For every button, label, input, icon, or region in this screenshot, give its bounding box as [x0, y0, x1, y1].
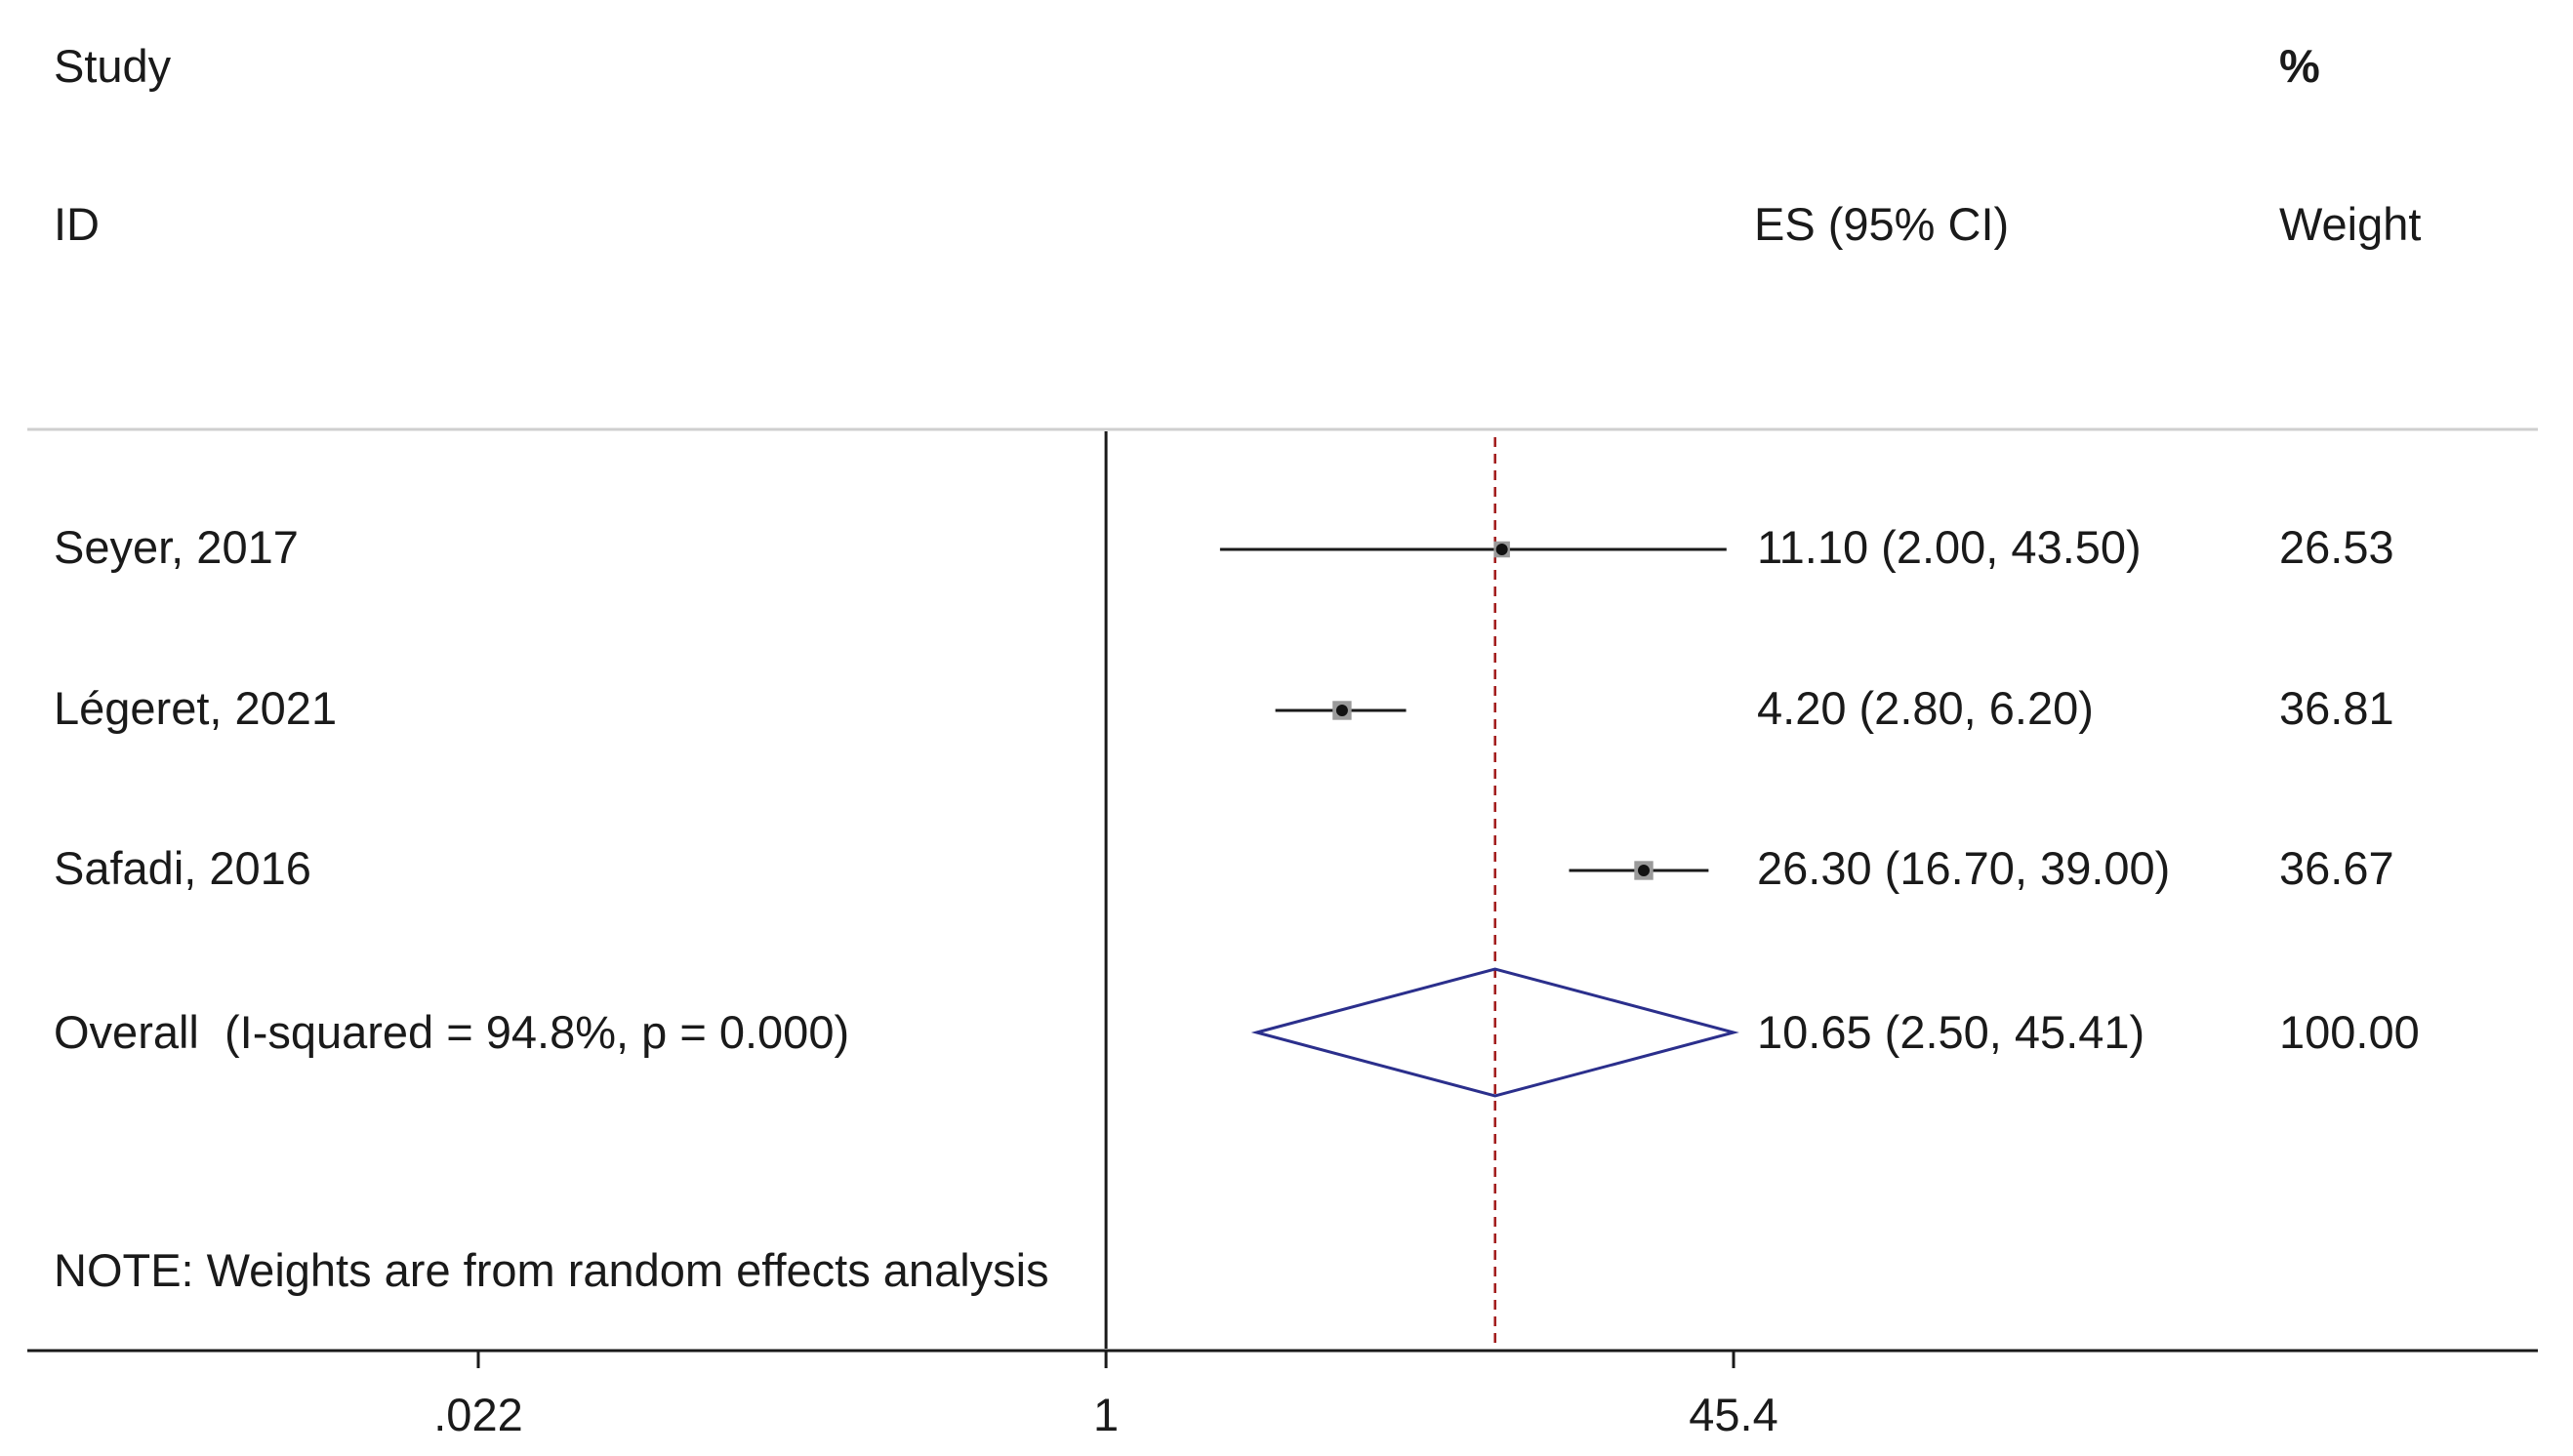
study-weight-text: 26.53 [2279, 521, 2394, 573]
overall-diamond [1250, 967, 1739, 1098]
study-weight-text: 36.81 [2279, 682, 2394, 734]
study-row: Safadi, 2016 26.30 (16.70, 39.00) 36.67 [54, 842, 2394, 894]
point-estimate [1638, 865, 1651, 876]
x-axis-ticks: .022 1 45.4 [433, 1351, 1778, 1440]
point-estimate [1335, 705, 1348, 716]
header-weight: Weight [2279, 198, 2421, 250]
study-row: Légeret, 2021 4.20 (2.80, 6.20) 36.81 [54, 682, 2394, 734]
point-estimate [1495, 544, 1508, 555]
x-tick-label: .022 [433, 1389, 522, 1440]
overall-label: Overall (I-squared = 94.8%, p = 0.000) [54, 1006, 849, 1058]
plot-marks [1219, 541, 1739, 1098]
header-es: ES (95% CI) [1754, 198, 2009, 250]
header-percent: % [2279, 40, 2320, 92]
study-row: Seyer, 2017 11.10 (2.00, 43.50) 26.53 [54, 521, 2394, 573]
study-es-text: 26.30 (16.70, 39.00) [1757, 842, 2170, 894]
footnote: NOTE: Weights are from random effects an… [54, 1244, 1049, 1296]
x-tick-label: 45.4 [1689, 1389, 1777, 1440]
study-rows: Seyer, 2017 11.10 (2.00, 43.50) 26.53 Lé… [54, 521, 2420, 1058]
overall-es-text: 10.65 (2.50, 45.41) [1757, 1006, 2144, 1058]
study-label: Safadi, 2016 [54, 842, 311, 894]
overall-weight-text: 100.00 [2279, 1006, 2420, 1058]
x-tick-label: 1 [1093, 1389, 1119, 1440]
header-study: Study [54, 40, 172, 92]
study-es-text: 11.10 (2.00, 43.50) [1757, 521, 2142, 573]
header-id: ID [54, 198, 100, 250]
study-weight-text: 36.67 [2279, 842, 2394, 894]
study-label: Seyer, 2017 [54, 521, 299, 573]
study-label: Légeret, 2021 [54, 682, 337, 734]
study-es-text: 4.20 (2.80, 6.20) [1757, 682, 2094, 734]
overall-row: Overall (I-squared = 94.8%, p = 0.000) 1… [54, 1006, 2420, 1058]
